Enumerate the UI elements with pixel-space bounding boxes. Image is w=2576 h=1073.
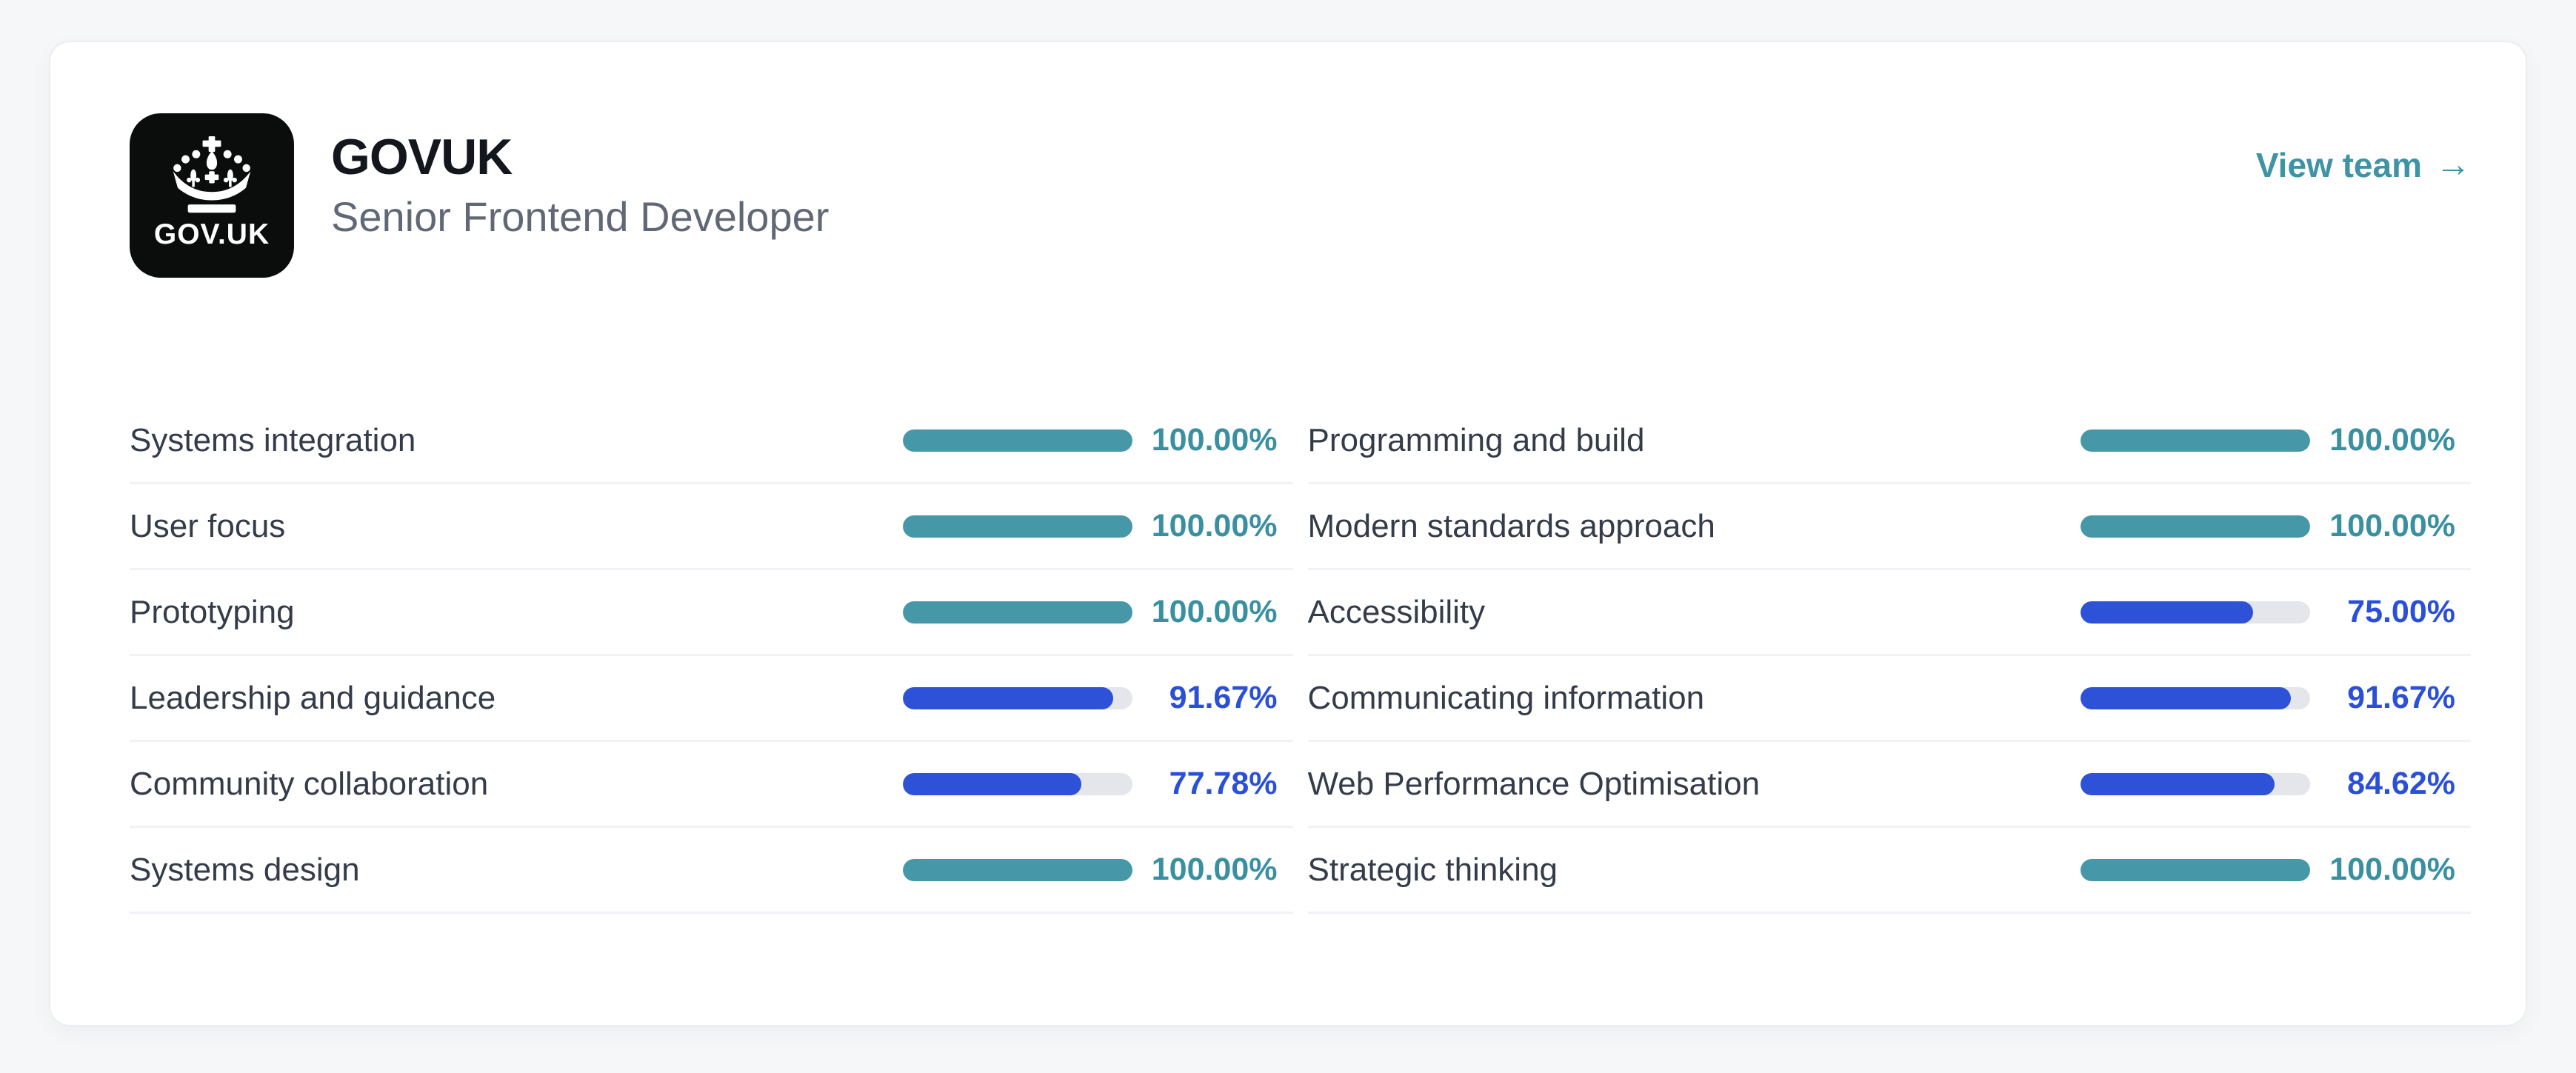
skill-bar-fill xyxy=(902,858,1132,881)
skill-bar-fill xyxy=(2081,515,2310,538)
skill-row: Strategic thinking 100.00% xyxy=(1307,828,2471,914)
skill-bar-track xyxy=(2081,686,2310,709)
skill-bar-fill xyxy=(902,772,1081,795)
skill-label: Community collaboration xyxy=(130,765,489,802)
skill-percent: 84.62% xyxy=(2347,766,2455,801)
skill-bar-track xyxy=(2081,429,2310,452)
skill-label: Communicating information xyxy=(1307,679,1705,716)
skill-bar-track xyxy=(2081,772,2310,795)
skill-bar-fill xyxy=(902,515,1132,538)
skill-percent: 91.67% xyxy=(1169,680,1278,715)
skill-bar-fill xyxy=(2081,429,2310,452)
skill-label: Strategic thinking xyxy=(1307,851,1558,888)
skill-label: Systems design xyxy=(130,851,360,888)
view-team-label: View team xyxy=(2255,146,2422,184)
skill-percent: 100.00% xyxy=(2329,422,2455,458)
skill-row: User focus 100.00% xyxy=(130,484,1293,570)
skill-percent: 75.00% xyxy=(2347,594,2455,629)
skill-bar-track xyxy=(2081,601,2310,624)
skill-label: Prototyping xyxy=(130,593,295,630)
skills-grid: Systems integration 100.00% User focus 1… xyxy=(130,398,2471,914)
role-subtitle: Senior Frontend Developer xyxy=(331,193,830,240)
skill-label: Programming and build xyxy=(1307,421,1645,458)
skill-bar-track xyxy=(902,601,1132,624)
skill-label: User focus xyxy=(130,507,286,544)
skill-percent: 100.00% xyxy=(1151,422,1278,458)
skill-bar-fill xyxy=(902,686,1113,709)
skill-bar-track xyxy=(902,429,1132,452)
skill-label: Web Performance Optimisation xyxy=(1307,765,1761,802)
skill-bar-track xyxy=(902,515,1132,538)
skill-bar-track xyxy=(2081,858,2310,881)
team-card: GOV.UK GOVUK Senior Frontend Developer V… xyxy=(49,41,2527,1026)
skill-row: Prototyping 100.00% xyxy=(130,570,1293,656)
skill-row: Accessibility 75.00% xyxy=(1307,570,2471,656)
skill-bar-fill xyxy=(2081,772,2275,795)
skill-bar-track xyxy=(902,772,1132,795)
skill-bar-fill xyxy=(902,601,1132,624)
skill-percent: 100.00% xyxy=(2329,852,2455,887)
skill-bar-track xyxy=(2081,515,2310,538)
govuk-crown-icon xyxy=(173,136,251,213)
govuk-logo: GOV.UK xyxy=(130,113,294,278)
skill-row: Systems integration 100.00% xyxy=(130,398,1293,484)
skill-label: Systems integration xyxy=(130,421,416,458)
view-team-link[interactable]: View team → xyxy=(2256,147,2471,183)
govuk-logo-text: GOV.UK xyxy=(153,218,270,250)
skill-row: Web Performance Optimisation 84.62% xyxy=(1307,742,2471,828)
skills-column-right: Programming and build 100.00% Modern sta… xyxy=(1307,398,2471,914)
skill-percent: 100.00% xyxy=(2329,508,2455,544)
skill-bar-fill xyxy=(2081,601,2253,624)
skill-percent: 100.00% xyxy=(1151,508,1278,544)
skill-row: Programming and build 100.00% xyxy=(1307,398,2471,484)
skill-percent: 100.00% xyxy=(1151,594,1278,629)
skill-bar-track xyxy=(902,686,1132,709)
skill-row: Systems design 100.00% xyxy=(130,828,1293,914)
skill-label: Accessibility xyxy=(1307,593,1486,630)
arrow-right-icon: → xyxy=(2435,145,2471,184)
skill-label: Modern standards approach xyxy=(1307,507,1715,544)
skill-row: Modern standards approach 100.00% xyxy=(1307,484,2471,570)
skill-row: Community collaboration 77.78% xyxy=(130,742,1293,828)
skill-percent: 91.67% xyxy=(2347,680,2455,715)
title-block: GOVUK Senior Frontend Developer xyxy=(331,113,829,239)
skill-bar-track xyxy=(902,858,1132,881)
skill-percent: 100.00% xyxy=(1151,852,1278,887)
skill-row: Communicating information 91.67% xyxy=(1307,656,2471,742)
skill-label: Leadership and guidance xyxy=(130,679,496,716)
team-title: GOVUK xyxy=(331,129,513,185)
skill-bar-fill xyxy=(2081,686,2292,709)
skill-bar-fill xyxy=(902,429,1132,452)
card-header: GOV.UK GOVUK Senior Frontend Developer V… xyxy=(130,113,2471,278)
skill-bar-fill xyxy=(2081,858,2310,881)
skills-column-left: Systems integration 100.00% User focus 1… xyxy=(130,398,1293,914)
skill-row: Leadership and guidance 91.67% xyxy=(130,656,1293,742)
skill-percent: 77.78% xyxy=(1169,766,1278,801)
